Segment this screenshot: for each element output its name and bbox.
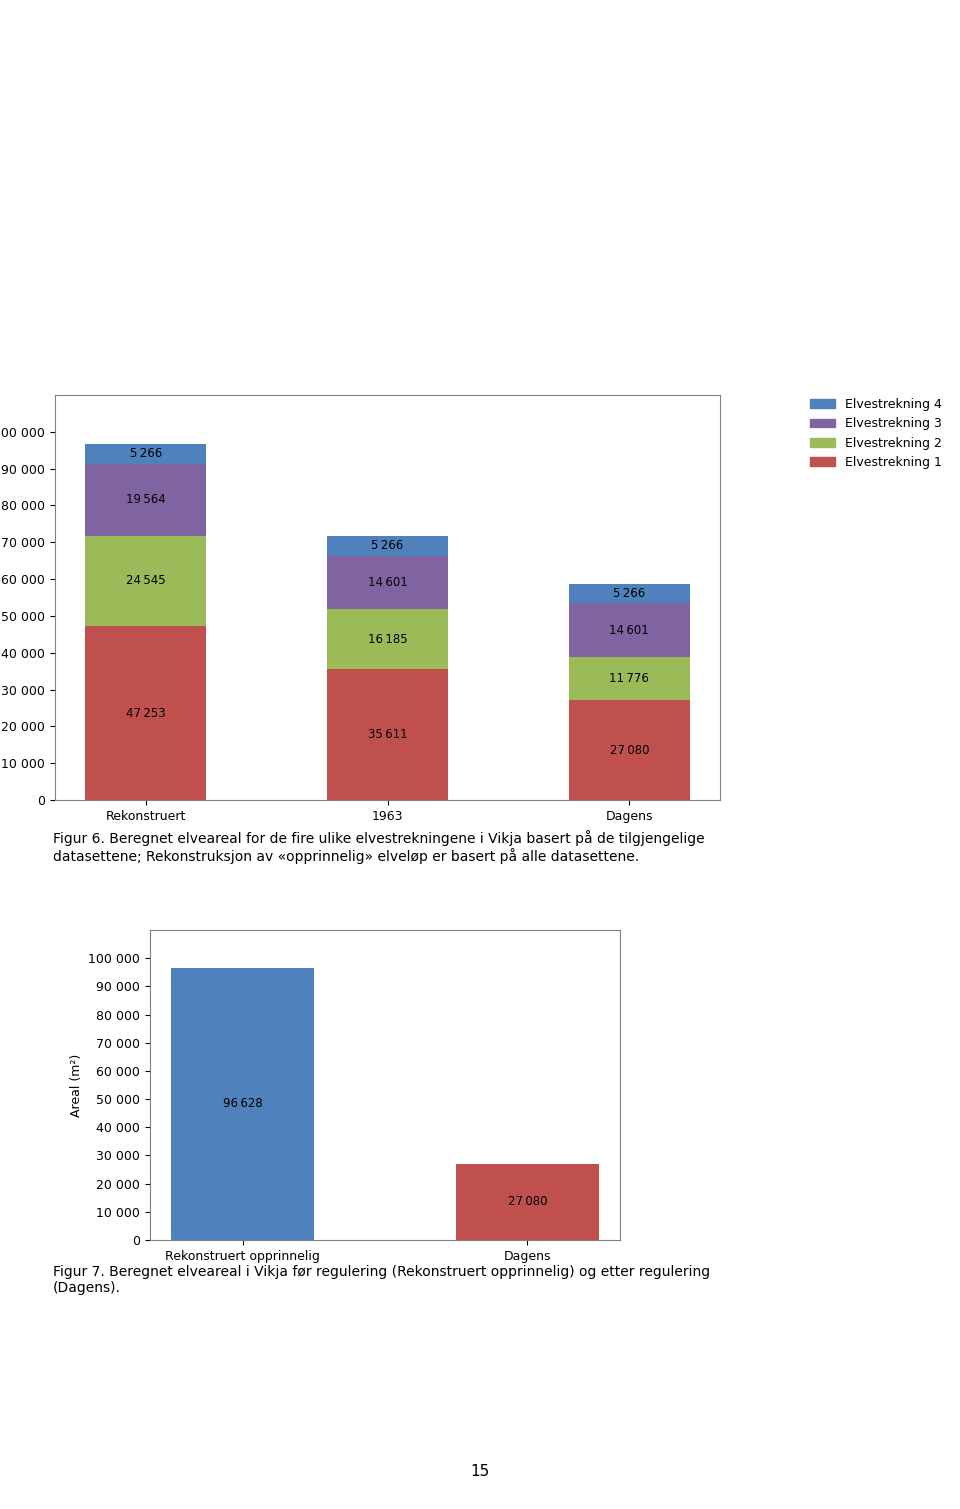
Text: 5 266: 5 266 bbox=[613, 587, 645, 601]
Bar bbox=[85, 444, 206, 463]
Text: 14 601: 14 601 bbox=[610, 623, 649, 637]
Text: 27 080: 27 080 bbox=[508, 1195, 547, 1209]
Y-axis label: Areal (m²): Areal (m²) bbox=[70, 1053, 83, 1117]
Text: 27 080: 27 080 bbox=[610, 744, 649, 756]
Bar bbox=[85, 463, 206, 536]
Text: 16 185: 16 185 bbox=[368, 632, 407, 646]
Bar bbox=[85, 536, 206, 626]
Bar bbox=[327, 668, 448, 800]
Text: 19 564: 19 564 bbox=[126, 493, 165, 506]
Text: 96 628: 96 628 bbox=[223, 1097, 262, 1111]
Text: 14 601: 14 601 bbox=[368, 576, 407, 589]
Bar bbox=[85, 626, 206, 800]
Bar bbox=[456, 1163, 599, 1240]
Text: 5 266: 5 266 bbox=[372, 539, 403, 552]
Text: 24 545: 24 545 bbox=[126, 575, 165, 587]
Bar bbox=[327, 610, 448, 668]
Text: Figur 6. Beregnet elveareal for de fire ulike elvestrekningene i Vikja basert på: Figur 6. Beregnet elveareal for de fire … bbox=[53, 830, 705, 865]
Text: Figur 7. Beregnet elveareal i Vikja før regulering (Rekonstruert opprinnelig) og: Figur 7. Beregnet elveareal i Vikja før … bbox=[53, 1265, 710, 1295]
Text: 35 611: 35 611 bbox=[368, 727, 407, 741]
Text: 47 253: 47 253 bbox=[126, 706, 165, 720]
Legend: Elvestrekning 4, Elvestrekning 3, Elvestrekning 2, Elvestrekning 1: Elvestrekning 4, Elvestrekning 3, Elvest… bbox=[804, 394, 947, 474]
Bar bbox=[327, 536, 448, 555]
Bar bbox=[569, 656, 690, 700]
Bar bbox=[172, 967, 314, 1240]
Bar bbox=[327, 555, 448, 610]
Text: 11 776: 11 776 bbox=[610, 672, 649, 685]
Text: 5 266: 5 266 bbox=[130, 448, 162, 460]
Bar bbox=[569, 584, 690, 604]
Bar bbox=[569, 604, 690, 656]
Text: 15: 15 bbox=[470, 1464, 490, 1479]
Bar bbox=[569, 700, 690, 800]
